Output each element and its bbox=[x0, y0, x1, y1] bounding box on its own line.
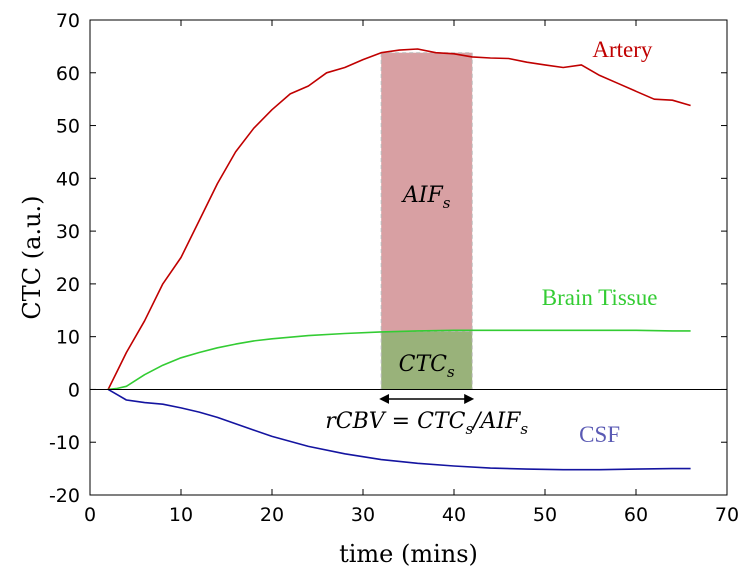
y-tick-label: 20 bbox=[56, 274, 80, 296]
series-label-csf: CSF bbox=[579, 422, 620, 447]
x-tick-label: 10 bbox=[169, 504, 193, 526]
x-axis-label: time (mins) bbox=[339, 540, 478, 568]
x-tick-label: 0 bbox=[84, 504, 96, 526]
y-tick-label: 60 bbox=[56, 63, 80, 85]
x-tick-label: 50 bbox=[533, 504, 557, 526]
series-label-artery: Artery bbox=[592, 37, 653, 62]
region-label-aif-s: AIFs bbox=[401, 183, 451, 212]
region-ctc-s bbox=[380, 330, 473, 390]
series-line-csf bbox=[107, 388, 691, 471]
y-tick-label: -20 bbox=[49, 485, 80, 507]
series-label-brain-tissue: Brain Tissue bbox=[542, 285, 658, 310]
x-tick-label: 20 bbox=[260, 504, 284, 526]
y-tick-label: -10 bbox=[49, 432, 80, 454]
x-tick-label: 40 bbox=[442, 504, 466, 526]
region-aif-s bbox=[380, 52, 473, 332]
y-axis-label: CTC (a.u.) bbox=[18, 195, 46, 319]
x-tick-label: 30 bbox=[351, 504, 375, 526]
y-tick-label: 40 bbox=[56, 168, 80, 190]
y-tick-label: 50 bbox=[56, 116, 80, 138]
region-label-ctc-s: CTCs bbox=[399, 352, 455, 381]
x-tick-label: 70 bbox=[715, 504, 739, 526]
x-tick-label: 60 bbox=[624, 504, 648, 526]
y-tick-label: 30 bbox=[56, 221, 80, 243]
series-line-brain-tissue bbox=[108, 329, 691, 391]
y-tick-label: 0 bbox=[68, 379, 80, 401]
series-line-artery bbox=[107, 48, 691, 390]
rcbv-formula: rCBV = CTCs/AIFs bbox=[325, 409, 528, 438]
y-tick-label: 70 bbox=[56, 10, 80, 32]
plot-frame bbox=[89, 19, 728, 496]
y-tick-label: 10 bbox=[56, 327, 80, 349]
